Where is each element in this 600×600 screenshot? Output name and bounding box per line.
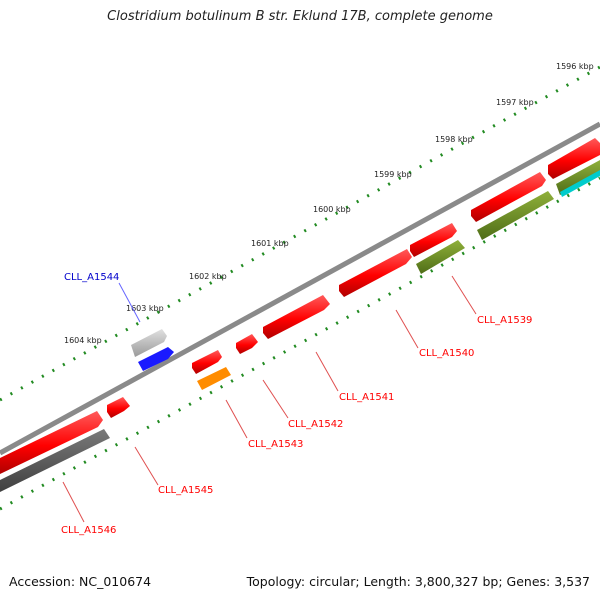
topology-label: Topology: circular; Length: 3,800,327 bp… bbox=[246, 574, 590, 589]
gene-label[interactable]: CLL_A1542 bbox=[288, 419, 343, 430]
genome-backbone bbox=[0, 121, 600, 456]
gene-red[interactable] bbox=[339, 249, 412, 297]
gene-red[interactable] bbox=[236, 334, 258, 354]
gene-label[interactable]: CLL_A1545 bbox=[158, 485, 213, 496]
gene-label[interactable]: CLL_A1546 bbox=[61, 525, 116, 536]
kbp-label: 1596 kbp bbox=[556, 62, 594, 71]
gene-blue[interactable] bbox=[138, 347, 174, 371]
kbp-label: 1597 kbp bbox=[496, 98, 534, 107]
kbp-label: 1601 kbp bbox=[251, 239, 289, 248]
outer-scale-ruler bbox=[0, 65, 600, 402]
kbp-label: 1603 kbp bbox=[126, 304, 164, 313]
kbp-label: 1598 kbp bbox=[435, 135, 473, 144]
gene-label[interactable]: CLL_A1540 bbox=[419, 348, 474, 359]
kbp-label: 1600 kbp bbox=[313, 205, 351, 214]
gene-dark[interactable] bbox=[0, 429, 110, 492]
gene-red[interactable] bbox=[263, 295, 330, 339]
gene-orange[interactable] bbox=[197, 367, 231, 390]
accession-label: Accession: NC_010674 bbox=[9, 574, 152, 589]
kbp-label: 1604 kbp bbox=[64, 336, 102, 345]
gene-label[interactable]: CLL_A1543 bbox=[248, 439, 303, 450]
leader-line-blue bbox=[118, 282, 141, 323]
gene-red[interactable] bbox=[548, 138, 600, 179]
gene-red[interactable] bbox=[107, 397, 130, 418]
gene-label[interactable]: CLL_A1541 bbox=[339, 392, 394, 403]
gene-red[interactable] bbox=[192, 350, 222, 374]
kbp-label: 1599 kbp bbox=[374, 170, 412, 179]
kbp-label: 1602 kbp bbox=[189, 272, 227, 281]
gene-cyan[interactable] bbox=[560, 170, 600, 197]
gene-leader-lines bbox=[62, 275, 477, 523]
gene-label[interactable]: CLL_A1539 bbox=[477, 315, 532, 326]
gene-olive[interactable] bbox=[416, 240, 465, 274]
map-title: Clostridium botulinum B str. Eklund 17B,… bbox=[107, 9, 493, 24]
gene-olive[interactable] bbox=[477, 191, 554, 240]
gene-red[interactable] bbox=[0, 411, 103, 474]
gene-label[interactable]: CLL_A1544 bbox=[64, 272, 119, 283]
gene-gray[interactable] bbox=[131, 329, 167, 357]
gene-olive[interactable] bbox=[556, 160, 600, 195]
gene-red[interactable] bbox=[410, 223, 457, 257]
gene-red[interactable] bbox=[471, 172, 546, 222]
